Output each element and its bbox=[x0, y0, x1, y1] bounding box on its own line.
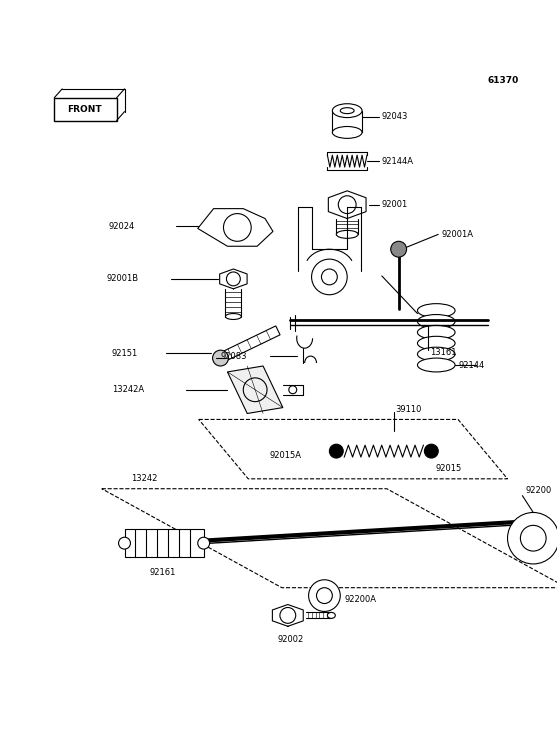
Text: 92144A: 92144A bbox=[382, 157, 414, 165]
Circle shape bbox=[424, 444, 438, 458]
Circle shape bbox=[119, 537, 130, 549]
Circle shape bbox=[520, 526, 546, 551]
Circle shape bbox=[309, 580, 340, 611]
Circle shape bbox=[198, 537, 209, 549]
Ellipse shape bbox=[417, 347, 455, 361]
Text: 92200A: 92200A bbox=[344, 595, 376, 604]
Text: 13242: 13242 bbox=[132, 474, 158, 483]
Ellipse shape bbox=[417, 304, 455, 318]
Text: 92161: 92161 bbox=[150, 568, 176, 578]
Circle shape bbox=[391, 242, 407, 257]
Text: 92024: 92024 bbox=[109, 222, 135, 231]
Ellipse shape bbox=[417, 336, 455, 350]
Ellipse shape bbox=[417, 358, 455, 372]
Text: 92001: 92001 bbox=[382, 200, 408, 209]
Text: 13242A: 13242A bbox=[111, 385, 144, 395]
Ellipse shape bbox=[332, 104, 362, 118]
Text: 92015A: 92015A bbox=[270, 451, 302, 460]
Polygon shape bbox=[198, 209, 273, 246]
Circle shape bbox=[329, 444, 343, 458]
Ellipse shape bbox=[337, 231, 358, 239]
Text: 92015: 92015 bbox=[435, 464, 461, 474]
Ellipse shape bbox=[417, 326, 455, 339]
Polygon shape bbox=[218, 326, 280, 362]
Text: 92200: 92200 bbox=[525, 486, 552, 496]
Polygon shape bbox=[124, 529, 204, 557]
Text: 92151: 92151 bbox=[111, 348, 138, 358]
Text: 13161: 13161 bbox=[430, 348, 457, 356]
Ellipse shape bbox=[332, 127, 362, 138]
Ellipse shape bbox=[226, 313, 241, 319]
Text: 92083: 92083 bbox=[221, 351, 247, 361]
Text: 92043: 92043 bbox=[382, 112, 408, 121]
Text: 39110: 39110 bbox=[396, 405, 422, 414]
Text: 92001B: 92001B bbox=[107, 274, 139, 283]
Polygon shape bbox=[227, 366, 283, 414]
Circle shape bbox=[213, 350, 228, 366]
Text: 92002: 92002 bbox=[278, 635, 304, 643]
Circle shape bbox=[507, 512, 559, 564]
Polygon shape bbox=[54, 98, 116, 121]
Circle shape bbox=[316, 588, 332, 603]
Ellipse shape bbox=[328, 613, 335, 619]
Text: 61370: 61370 bbox=[488, 76, 519, 86]
Text: FRONT: FRONT bbox=[68, 105, 102, 114]
Text: 92001A: 92001A bbox=[441, 230, 473, 239]
Ellipse shape bbox=[340, 108, 354, 113]
Ellipse shape bbox=[417, 315, 455, 329]
Text: 92144: 92144 bbox=[458, 361, 484, 370]
